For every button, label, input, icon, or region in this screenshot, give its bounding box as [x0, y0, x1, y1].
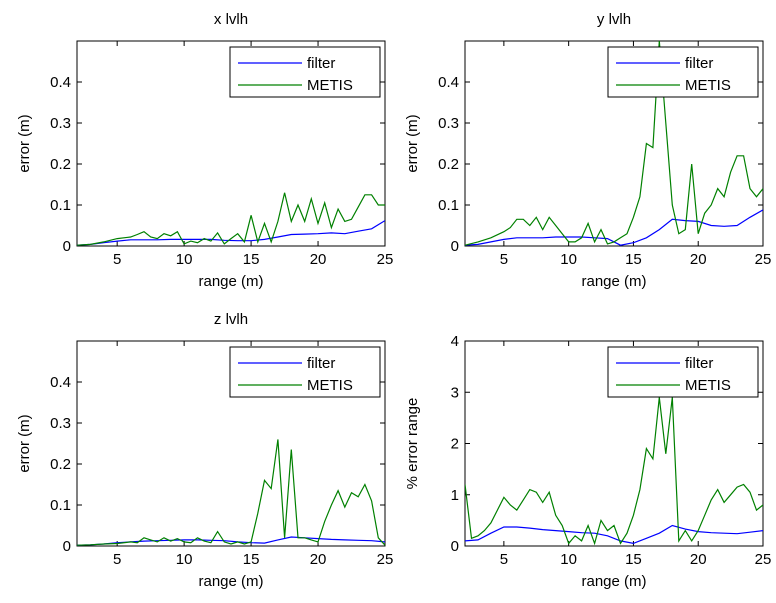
series-line-filter [465, 524, 763, 545]
x-tick-label: 10 [176, 551, 193, 568]
y-tick-label: 0 [451, 238, 459, 255]
x-tick-label: 20 [690, 551, 707, 568]
legend-label: METIS [307, 77, 353, 94]
y-axis-label: error (m) [404, 114, 421, 172]
series-line-filter [77, 220, 385, 246]
y-tick-label: 0.3 [50, 115, 71, 132]
y-axis-label: error (m) [16, 414, 33, 472]
legend-box [229, 346, 381, 398]
series-line-metis [465, 397, 763, 546]
legend-box [607, 346, 759, 398]
legend-box [229, 46, 381, 98]
legend-label: filter [307, 355, 335, 372]
x-tick-label: 5 [113, 251, 121, 268]
y-tick-label: 0.1 [50, 497, 71, 514]
x-tick-label: 15 [625, 551, 642, 568]
x-axis-label: range (m) [581, 273, 646, 290]
x-tick-label: 15 [625, 251, 642, 268]
legend-label: filter [307, 55, 335, 72]
legend-label: filter [685, 55, 713, 72]
y-tick-label: 2 [451, 436, 459, 453]
x-tick-label: 25 [377, 551, 394, 568]
legend-label: filter [685, 355, 713, 372]
legend-label: METIS [685, 377, 731, 394]
y-tick-label: 0.2 [438, 156, 459, 173]
chart-title: z lvlh [214, 311, 248, 328]
chart-2: 5 10 15 20 25 0 0.1 0.2 0.3 0.4 y lvlh range (m) err… [404, 11, 771, 290]
chart-1: 5 10 15 20 25 0 0.1 0.2 0.3 0.4 x lvlh range (m) err… [16, 11, 393, 290]
x-tick-label: 10 [560, 551, 577, 568]
x-tick-label: 15 [243, 251, 260, 268]
x-tick-label: 5 [500, 551, 508, 568]
y-tick-label: 0.2 [50, 156, 71, 173]
x-tick-label: 25 [377, 251, 394, 268]
chart-title: y lvlh [597, 11, 631, 28]
x-tick-label: 20 [690, 251, 707, 268]
x-tick-label: 5 [113, 551, 121, 568]
y-tick-label: 0.4 [438, 74, 459, 91]
y-tick-label: 0.1 [438, 197, 459, 214]
x-axis-label: range (m) [581, 573, 646, 590]
x-tick-label: 20 [310, 551, 327, 568]
y-tick-label: 0.3 [438, 115, 459, 132]
legend-label: METIS [685, 77, 731, 94]
y-tick-label: 0.1 [50, 197, 71, 214]
y-tick-label: 0 [63, 538, 71, 555]
y-tick-label: 0.3 [50, 415, 71, 432]
legend-box [607, 46, 759, 98]
y-tick-label: 4 [451, 333, 459, 350]
x-axis-label: range (m) [198, 573, 263, 590]
legend-label: METIS [307, 377, 353, 394]
y-tick-label: 0 [451, 538, 459, 555]
y-tick-label: 3 [451, 384, 459, 401]
x-tick-label: 25 [755, 251, 772, 268]
chart-4: 5 10 15 20 25 0 1 2 3 4 range (m) % error range filt… [404, 333, 771, 590]
x-tick-label: 25 [755, 551, 772, 568]
series-line-metis [77, 192, 385, 246]
x-tick-label: 15 [243, 551, 260, 568]
series-line-metis [465, 41, 763, 246]
y-axis-label: % error range [404, 398, 421, 490]
y-tick-label: 0.4 [50, 374, 71, 391]
y-tick-label: 1 [451, 487, 459, 504]
x-tick-label: 10 [560, 251, 577, 268]
series-line-metis [77, 439, 385, 546]
chart-3: 5 10 15 20 25 0 0.1 0.2 0.3 0.4 z lvlh range (m) err… [16, 311, 393, 590]
y-axis-label: error (m) [16, 114, 33, 172]
y-tick-label: 0.4 [50, 74, 71, 91]
x-tick-label: 5 [500, 251, 508, 268]
x-axis-label: range (m) [198, 273, 263, 290]
y-tick-label: 0 [63, 238, 71, 255]
x-tick-label: 20 [310, 251, 327, 268]
x-tick-label: 10 [176, 251, 193, 268]
chart-title: x lvlh [214, 11, 248, 28]
y-tick-label: 0.2 [50, 456, 71, 473]
